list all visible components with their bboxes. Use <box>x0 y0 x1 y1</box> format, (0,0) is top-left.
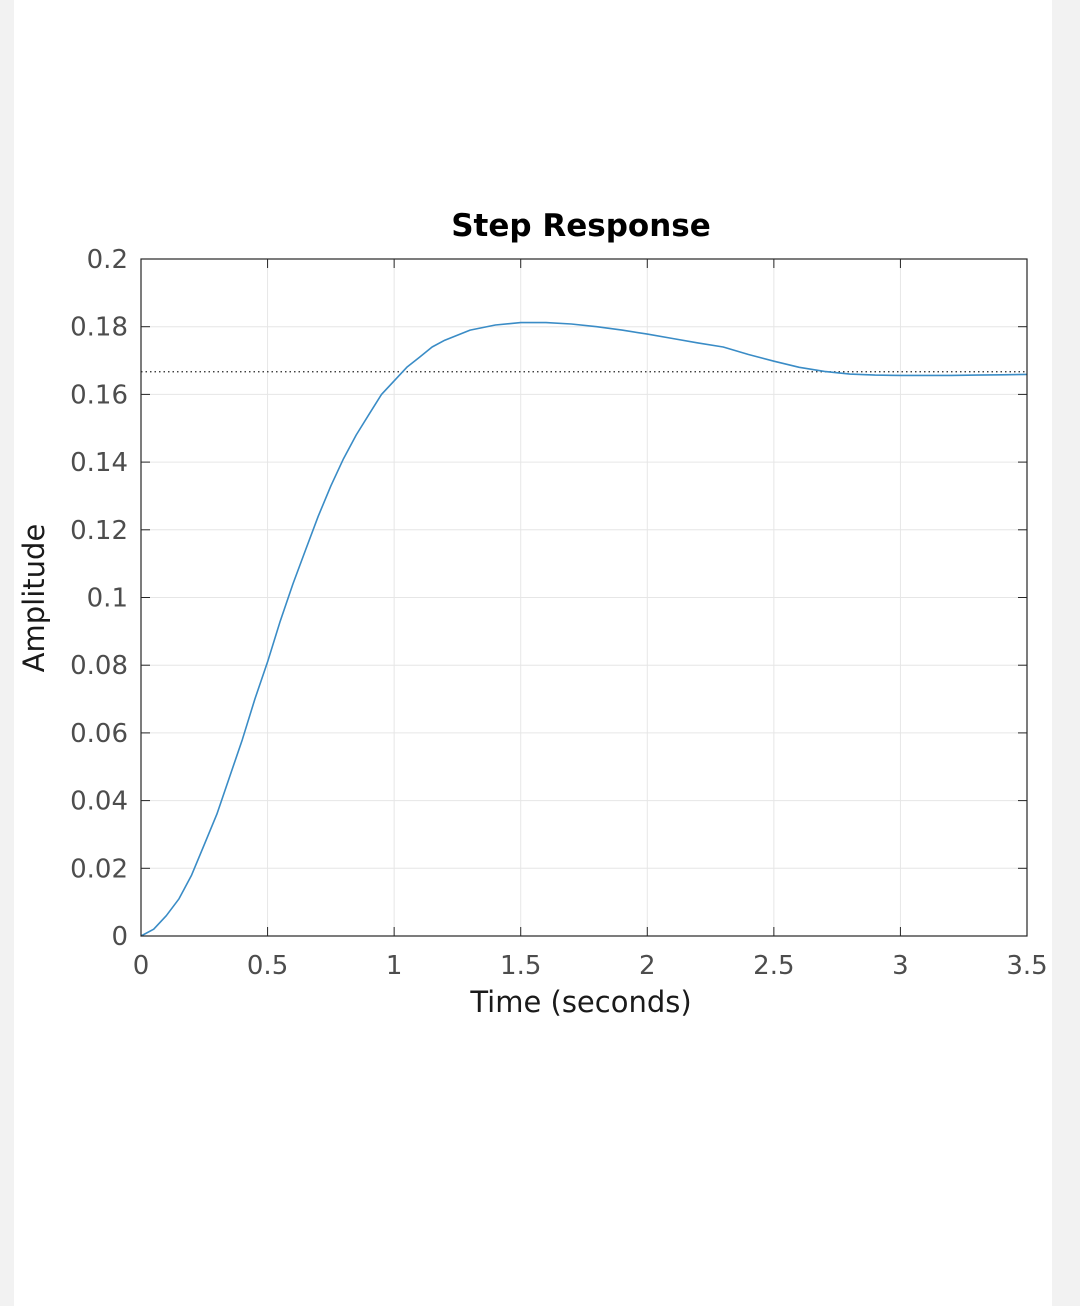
y-tick-label: 0.06 <box>70 719 128 749</box>
step-response-line <box>140 321 1028 937</box>
series-layer <box>140 321 1028 937</box>
x-tick-label: 2 <box>639 951 656 981</box>
x-tick-label: 1.5 <box>500 951 541 981</box>
y-axis-title: Amplitude <box>17 524 51 673</box>
y-tick-label: 0.04 <box>70 787 128 817</box>
x-tick-label: 2.5 <box>753 951 794 981</box>
x-tick-label: 0.5 <box>247 951 288 981</box>
y-tick-label: 0.12 <box>70 516 128 546</box>
y-tick-label: 0 <box>111 922 128 952</box>
x-tick-labels: 0 0.5 1 1.5 2 2.5 3 3.5 <box>133 951 1048 981</box>
x-tick-label: 3.5 <box>1006 951 1047 981</box>
x-axis-title: Time (seconds) <box>469 985 691 1019</box>
y-tick-label: 0.2 <box>87 245 128 275</box>
figure-background <box>14 0 1052 1306</box>
chart-title: Step Response <box>451 208 711 244</box>
y-tick-labels: 0 0.02 0.04 0.06 0.08 0.1 0.12 0.14 0.16 0.18 0.2 <box>70 245 128 952</box>
x-tick-label: 1 <box>386 951 403 981</box>
y-tick-label: 0.1 <box>87 584 128 614</box>
y-tick-label: 0.14 <box>70 448 128 478</box>
y-tick-label: 0.08 <box>70 651 128 681</box>
grid-layer <box>141 259 1027 936</box>
x-tick-label: 3 <box>892 951 909 981</box>
tick-marks <box>140 258 1028 937</box>
y-tick-label: 0.02 <box>70 854 128 884</box>
x-tick-label: 0 <box>133 951 150 981</box>
y-tick-label: 0.16 <box>70 380 128 410</box>
y-tick-label: 0.18 <box>70 313 128 343</box>
